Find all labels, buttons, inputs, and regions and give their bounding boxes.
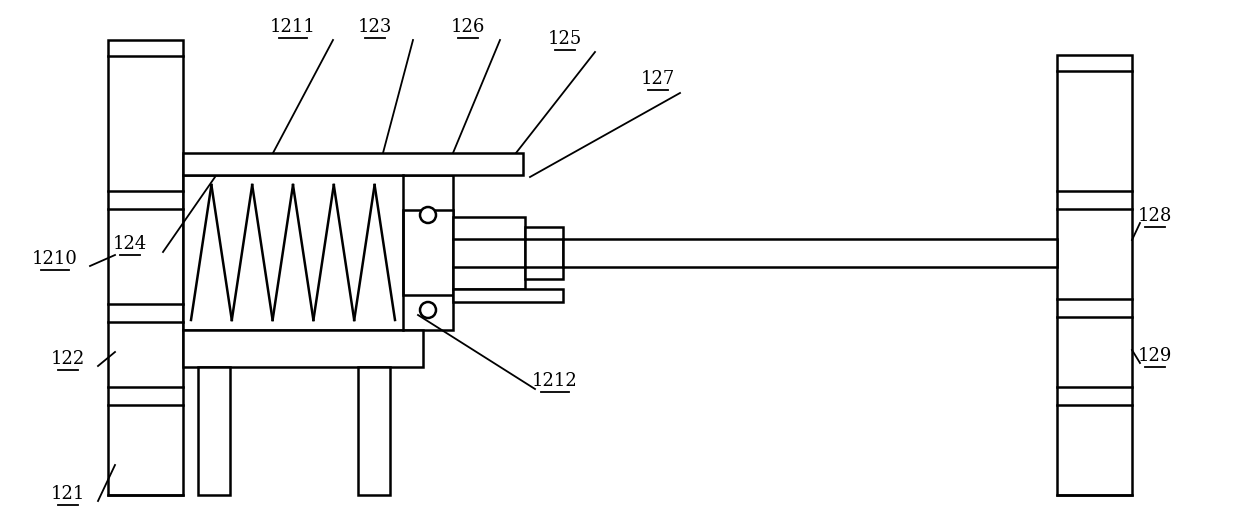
Text: 1211: 1211 [270,18,316,36]
Bar [1056,55,1132,495]
Text: 122: 122 [51,350,86,368]
Bar [358,367,391,495]
Bar [198,367,229,495]
Bar [403,210,453,295]
Text: 1212: 1212 [532,372,578,390]
Bar [108,40,184,495]
Text: 121: 121 [51,485,86,503]
Bar [184,175,453,330]
Bar [525,226,563,278]
Text: 123: 123 [358,18,392,36]
Bar [453,216,525,289]
Text: 129: 129 [1138,347,1172,365]
Text: 127: 127 [641,70,675,88]
Bar [563,238,1056,267]
Bar [184,153,523,175]
Bar [184,330,423,367]
Text: 125: 125 [548,30,582,48]
Bar [453,289,563,301]
Text: 124: 124 [113,235,148,253]
Text: 1210: 1210 [32,250,78,268]
Text: 128: 128 [1138,207,1172,225]
Text: 126: 126 [451,18,485,36]
Circle shape [420,207,436,223]
Circle shape [420,302,436,318]
